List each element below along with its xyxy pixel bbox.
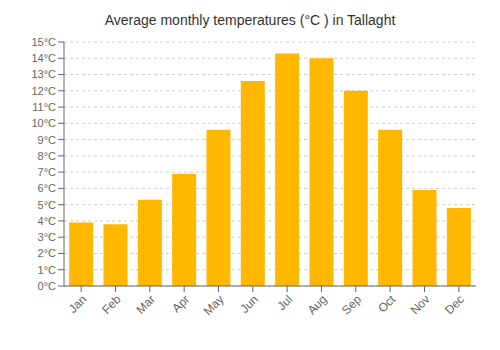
svg-text:Sep: Sep xyxy=(339,292,364,317)
svg-text:9°C: 9°C xyxy=(38,134,57,146)
svg-text:4°C: 4°C xyxy=(38,215,57,227)
svg-text:8°C: 8°C xyxy=(38,150,57,162)
svg-text:Feb: Feb xyxy=(99,292,124,317)
svg-text:Jun: Jun xyxy=(237,292,261,316)
svg-text:12°C: 12°C xyxy=(31,85,56,97)
svg-text:3°C: 3°C xyxy=(38,231,57,243)
svg-text:May: May xyxy=(201,292,227,318)
svg-text:Apr: Apr xyxy=(169,292,192,315)
svg-text:0°C: 0°C xyxy=(38,280,57,292)
svg-text:7°C: 7°C xyxy=(38,166,57,178)
svg-text:Dec: Dec xyxy=(442,292,467,317)
svg-text:Nov: Nov xyxy=(408,292,433,317)
svg-text:10°C: 10°C xyxy=(31,117,56,129)
html-text:Average monthly temperatures (: Average monthly temperatures (°C ) in Ta… xyxy=(104,12,396,28)
svg-text:Mar: Mar xyxy=(133,292,158,317)
svg-text:Oct: Oct xyxy=(375,292,399,316)
svg-text:1°C: 1°C xyxy=(38,264,57,276)
svg-text:11°C: 11°C xyxy=(32,101,56,113)
svg-text:6°C: 6°C xyxy=(38,182,57,194)
svg-text:Jul: Jul xyxy=(275,292,296,313)
svg-text:13°C: 13°C xyxy=(31,68,56,80)
svg-text:14°C: 14°C xyxy=(31,52,56,64)
svg-text:2°C: 2°C xyxy=(38,247,57,259)
svg-text:5°C: 5°C xyxy=(38,199,57,211)
svg-text:15°C: 15°C xyxy=(31,36,56,48)
svg-text:Jan: Jan xyxy=(66,292,90,316)
svg-text:Aug: Aug xyxy=(305,292,330,317)
